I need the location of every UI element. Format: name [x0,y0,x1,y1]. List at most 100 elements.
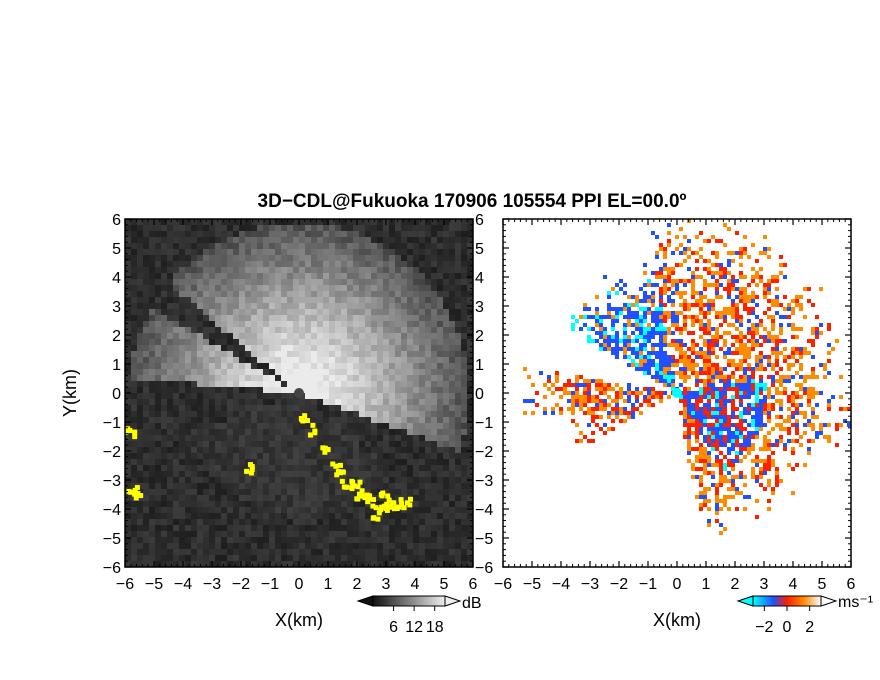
velocity-cell [703,411,707,415]
snr-cell [353,465,359,471]
snr-cell [293,363,299,369]
velocity-cell [703,423,707,427]
velocity-cell [723,427,727,431]
snr-cell [455,333,461,339]
snr-cell [425,405,431,411]
snr-cell [269,327,275,333]
snr-cell [293,261,299,267]
snr-highlight-cell [125,429,129,435]
snr-cell [365,525,371,531]
snr-cell [197,273,203,279]
snr-cell [437,333,443,339]
snr-cell [251,351,257,357]
snr-cell [209,447,215,453]
velocity-cell [679,279,683,283]
velocity-cell [635,323,639,327]
snr-cell [389,399,395,405]
snr-cell [287,465,293,471]
snr-cell [203,501,209,507]
snr-cell [329,291,335,297]
velocity-cell [719,531,723,535]
snr-cell [377,411,383,417]
snr-cell [335,273,341,279]
velocity-cell [703,359,707,363]
snr-cell [437,249,443,255]
snr-cell [413,345,419,351]
snr-cell [467,513,473,519]
snr-cell [149,375,155,381]
snr-cell [419,321,425,327]
snr-cell [155,411,161,417]
velocity-cell [707,343,711,347]
velocity-cell [667,355,671,359]
snr-cell [299,333,305,339]
snr-cell [167,255,173,261]
snr-cell [179,309,185,315]
snr-cell [299,459,305,465]
velocity-cell [671,259,675,263]
snr-cell [155,501,161,507]
snr-cell [437,519,443,525]
snr-cell [383,519,389,525]
snr-cell [293,513,299,519]
snr-cell [191,447,197,453]
velocity-cell [635,351,639,355]
velocity-cell [723,311,727,315]
snr-cell [227,273,233,279]
snr-cell [395,333,401,339]
snr-cell [275,405,281,411]
snr-cell [431,381,437,387]
snr-cell [173,423,179,429]
snr-cell [263,333,269,339]
snr-cell [239,507,245,513]
snr-cell [251,219,257,225]
snr-cell [311,417,317,423]
velocity-cell [675,343,679,347]
snr-cell [257,285,263,291]
snr-cell [155,303,161,309]
velocity-cell [687,435,691,439]
snr-cell [197,369,203,375]
snr-cell [161,495,167,501]
snr-cell [125,543,131,549]
snr-cell [311,219,317,225]
velocity-cell [687,335,691,339]
snr-cell [161,543,167,549]
snr-cell [365,543,371,549]
snr-cell [269,279,275,285]
snr-cell [179,273,185,279]
velocity-cell [679,323,683,327]
snr-cell [437,543,443,549]
velocity-cell [599,335,603,339]
velocity-cell [683,271,687,275]
snr-cell [383,477,389,483]
velocity-cell [599,379,603,383]
snr-cell [269,507,275,513]
snr-cell [431,429,437,435]
snr-cell [251,483,257,489]
snr-cell [395,447,401,453]
snr-cell [167,309,173,315]
snr-cell [419,507,425,513]
snr-cell [299,513,305,519]
snr-cell [419,357,425,363]
velocity-cell [583,375,587,379]
snr-cell [215,375,221,381]
snr-cell [263,549,269,555]
snr-cell [239,225,245,231]
velocity-cell [603,383,607,387]
velocity-cell [651,315,655,319]
snr-cell [419,309,425,315]
snr-cell [227,345,233,351]
velocity-cell [691,423,695,427]
snr-cell [209,303,215,309]
snr-cell [209,255,215,261]
snr-cell [149,309,155,315]
snr-cell [257,237,263,243]
snr-cell [419,495,425,501]
snr-cell [437,399,443,405]
snr-cell [251,315,257,321]
velocity-cell [723,267,727,271]
snr-cell [443,249,449,255]
snr-cell [353,357,359,363]
